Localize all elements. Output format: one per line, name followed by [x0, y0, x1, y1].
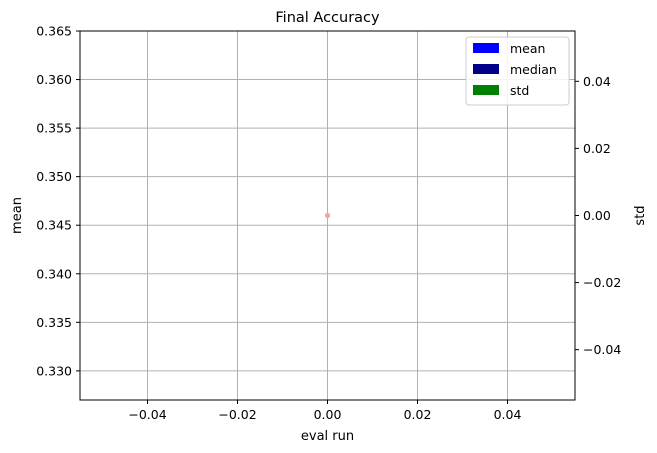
legend-label: median	[510, 62, 557, 77]
y2-tick-label: 0.04	[583, 74, 611, 89]
y-axis-label: mean	[10, 197, 25, 234]
x-axis-label: eval run	[301, 429, 354, 444]
x-tick-label: −0.02	[218, 407, 256, 422]
y-tick-label: 0.345	[36, 218, 72, 233]
y-tick-label: 0.360	[36, 72, 72, 87]
y2-tick-label: 0.00	[583, 208, 611, 223]
y2-axis-ticks: −0.04 −0.02 0.00 0.02 0.04	[575, 74, 621, 357]
y-tick-label: 0.340	[36, 266, 72, 281]
y2-tick-label: 0.02	[583, 141, 611, 156]
y-tick-label: 0.335	[36, 315, 72, 330]
y-tick-label: 0.330	[36, 363, 72, 378]
y-tick-label: 0.365	[36, 24, 72, 39]
y-axis-ticks: 0.330 0.335 0.340 0.345 0.350 0.355 0.360 0.365	[36, 24, 80, 378]
legend-swatch	[473, 43, 499, 53]
x-tick-label: 0.02	[404, 407, 432, 422]
x-tick-label: −0.04	[128, 407, 166, 422]
y-tick-label: 0.355	[36, 121, 72, 136]
chart-title: Final Accuracy	[275, 10, 380, 26]
data-points	[324, 212, 331, 219]
legend-swatch	[473, 85, 499, 95]
legend-label: mean	[510, 41, 545, 56]
x-axis-ticks: −0.04 −0.02 0.00 0.02 0.04	[128, 400, 521, 422]
legend-label: std	[510, 83, 529, 98]
y2-tick-label: −0.02	[583, 275, 621, 290]
y2-axis-label: std	[633, 205, 648, 225]
data-point	[324, 212, 331, 219]
x-tick-label: 0.00	[314, 407, 342, 422]
legend-swatch	[473, 64, 499, 74]
legend: mean median std	[465, 36, 570, 106]
y2-tick-label: −0.04	[583, 342, 621, 357]
y-tick-label: 0.350	[36, 169, 72, 184]
x-tick-label: 0.04	[494, 407, 522, 422]
